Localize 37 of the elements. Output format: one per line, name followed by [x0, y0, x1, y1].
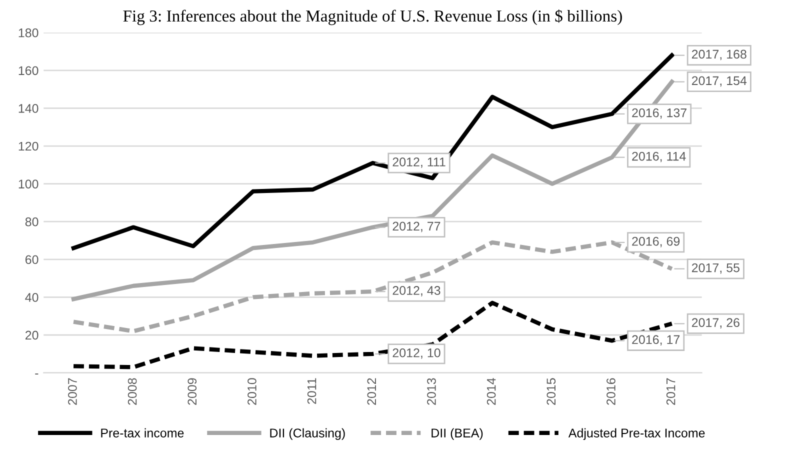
- annotation: 2016, 137: [632, 108, 686, 119]
- annotation: 2017, 154: [692, 76, 747, 87]
- y-tick-label: 20: [25, 330, 38, 340]
- legend-label: DII (Clausing): [270, 428, 345, 440]
- x-tick-label: 2012: [367, 378, 376, 405]
- y-tick-label: 120: [18, 142, 38, 151]
- x-tick-label: 2016: [606, 378, 616, 405]
- y-tick-label: 160: [18, 66, 38, 76]
- y-tick-label: 60: [25, 255, 38, 264]
- annotation: 2017, 26: [692, 318, 740, 328]
- legend-label: Adjusted Pre-tax Income: [568, 428, 705, 440]
- x-tick-label: 2009: [188, 378, 197, 405]
- x-tick-label: 2007: [68, 378, 77, 405]
- x-tick-label: 2014: [486, 378, 496, 405]
- legend-label: DII (BEA): [432, 428, 483, 440]
- chart-title: Fig 3: Inferences about the Magnitude of U.S. Revenue Loss (in $ billions): [123, 9, 622, 26]
- x-tick-label: 2013: [427, 378, 436, 405]
- annotation: 2012, 43: [392, 286, 440, 296]
- x-tick-label: 2008: [128, 378, 137, 405]
- annotation: 2017, 168: [692, 50, 746, 60]
- x-tick-label: 2017: [666, 378, 676, 405]
- x-tick-label: 2015: [546, 378, 556, 405]
- annotation: 2012, 111: [392, 158, 446, 168]
- annotation: 2012, 10: [392, 348, 440, 359]
- annotation: 2016, 114: [632, 152, 686, 162]
- annotation: 2012, 77: [392, 222, 440, 232]
- y-tick-label: 40: [25, 293, 38, 302]
- y-tick-label: 140: [18, 104, 38, 113]
- y-tick-label: 80: [25, 217, 38, 226]
- y-tick-label: 180: [18, 28, 38, 38]
- annotation: 2016, 17: [632, 335, 680, 346]
- x-tick-label: 2010: [248, 378, 256, 405]
- legend-label: Pre-tax income: [101, 428, 184, 438]
- x-tick-label: 2011: [307, 378, 316, 404]
- y-tick-label: 100: [18, 180, 38, 188]
- annotation: 2016, 69: [632, 236, 680, 248]
- annotation: 2017, 55: [692, 263, 740, 274]
